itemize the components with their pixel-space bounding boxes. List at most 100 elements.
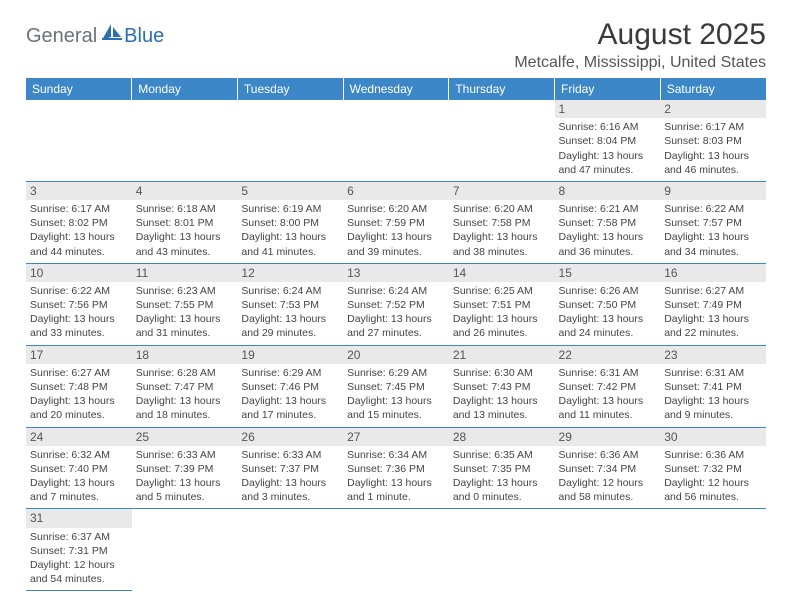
day-number: 11 [132, 264, 238, 282]
sunrise-text: Sunrise: 6:30 AM [453, 366, 551, 380]
day1-text: Daylight: 13 hours [30, 230, 128, 244]
calendar-day-cell: 19Sunrise: 6:29 AMSunset: 7:46 PMDayligh… [237, 345, 343, 427]
day2-text: and 7 minutes. [30, 490, 128, 504]
day-number: 5 [237, 182, 343, 200]
day1-text: Daylight: 13 hours [241, 476, 339, 490]
sunrise-text: Sunrise: 6:22 AM [30, 284, 128, 298]
day1-text: Daylight: 12 hours [664, 476, 762, 490]
weekday-header: Thursday [449, 78, 555, 100]
calendar-day-cell: 6Sunrise: 6:20 AMSunset: 7:59 PMDaylight… [343, 181, 449, 263]
day2-text: and 43 minutes. [136, 245, 234, 259]
day-number: 13 [343, 264, 449, 282]
calendar-day-cell: 27Sunrise: 6:34 AMSunset: 7:36 PMDayligh… [343, 427, 449, 509]
sunrise-text: Sunrise: 6:36 AM [664, 448, 762, 462]
day2-text: and 44 minutes. [30, 245, 128, 259]
logo-text-general: General [26, 25, 97, 48]
calendar-day-cell: 3Sunrise: 6:17 AMSunset: 8:02 PMDaylight… [26, 181, 132, 263]
calendar-empty-cell [343, 509, 449, 591]
sunrise-text: Sunrise: 6:25 AM [453, 284, 551, 298]
sunrise-text: Sunrise: 6:37 AM [30, 530, 128, 544]
day-number: 9 [660, 182, 766, 200]
sunset-text: Sunset: 7:58 PM [453, 216, 551, 230]
sunset-text: Sunset: 7:41 PM [664, 380, 762, 394]
day1-text: Daylight: 13 hours [30, 394, 128, 408]
sunrise-text: Sunrise: 6:36 AM [559, 448, 657, 462]
sunset-text: Sunset: 7:36 PM [347, 462, 445, 476]
day2-text: and 24 minutes. [559, 326, 657, 340]
day1-text: Daylight: 13 hours [347, 476, 445, 490]
day2-text: and 27 minutes. [347, 326, 445, 340]
day-number: 1 [555, 100, 661, 118]
day1-text: Daylight: 13 hours [453, 230, 551, 244]
weekday-header: Monday [132, 78, 238, 100]
day1-text: Daylight: 13 hours [453, 476, 551, 490]
day1-text: Daylight: 13 hours [664, 149, 762, 163]
day2-text: and 36 minutes. [559, 245, 657, 259]
calendar-day-cell: 24Sunrise: 6:32 AMSunset: 7:40 PMDayligh… [26, 427, 132, 509]
sunset-text: Sunset: 7:57 PM [664, 216, 762, 230]
sunrise-text: Sunrise: 6:32 AM [30, 448, 128, 462]
calendar-empty-cell [26, 100, 132, 181]
calendar-day-cell: 29Sunrise: 6:36 AMSunset: 7:34 PMDayligh… [555, 427, 661, 509]
day-number: 19 [237, 346, 343, 364]
sunset-text: Sunset: 8:04 PM [559, 134, 657, 148]
sunrise-text: Sunrise: 6:33 AM [241, 448, 339, 462]
day2-text: and 56 minutes. [664, 490, 762, 504]
calendar-empty-cell [237, 509, 343, 591]
calendar-day-cell: 7 Sunrise: 6:20 AMSunset: 7:58 PMDaylight… [449, 181, 555, 263]
sunset-text: Sunset: 8:01 PM [136, 216, 234, 230]
day2-text: and 17 minutes. [241, 408, 339, 422]
sunset-text: Sunset: 7:59 PM [347, 216, 445, 230]
calendar-week-row: 17Sunrise: 6:27 AMSunset: 7:48 PMDayligh… [26, 345, 766, 427]
day-number: 30 [660, 428, 766, 446]
day-number: 15 [555, 264, 661, 282]
weekday-header: Friday [555, 78, 661, 100]
sunrise-text: Sunrise: 6:17 AM [30, 202, 128, 216]
calendar-day-cell: 30Sunrise: 6:36 AMSunset: 7:32 PMDayligh… [660, 427, 766, 509]
day1-text: Daylight: 13 hours [664, 230, 762, 244]
day2-text: and 33 minutes. [30, 326, 128, 340]
day1-text: Daylight: 13 hours [136, 230, 234, 244]
day-number: 20 [343, 346, 449, 364]
day2-text: and 11 minutes. [559, 408, 657, 422]
calendar-day-cell: 8Sunrise: 6:21 AMSunset: 7:58 PMDaylight… [555, 181, 661, 263]
sunset-text: Sunset: 7:34 PM [559, 462, 657, 476]
day1-text: Daylight: 13 hours [241, 230, 339, 244]
day-number: 31 [26, 509, 132, 527]
sunrise-text: Sunrise: 6:20 AM [347, 202, 445, 216]
day2-text: and 15 minutes. [347, 408, 445, 422]
sunrise-text: Sunrise: 6:34 AM [347, 448, 445, 462]
sunrise-text: Sunrise: 6:21 AM [559, 202, 657, 216]
sunrise-text: Sunrise: 6:35 AM [453, 448, 551, 462]
day2-text: and 20 minutes. [30, 408, 128, 422]
sunrise-text: Sunrise: 6:27 AM [664, 284, 762, 298]
title-block: August 2025 Metcalfe, Mississippi, Unite… [514, 18, 766, 72]
day-number: 4 [132, 182, 238, 200]
weekday-header-row: SundayMondayTuesdayWednesdayThursdayFrid… [26, 78, 766, 100]
calendar-empty-cell [449, 100, 555, 181]
calendar-empty-cell [132, 509, 238, 591]
day-number: 24 [26, 428, 132, 446]
day2-text: and 58 minutes. [559, 490, 657, 504]
sunset-text: Sunset: 7:50 PM [559, 298, 657, 312]
day-number: 7 [449, 182, 555, 200]
calendar-day-cell: 14Sunrise: 6:25 AMSunset: 7:51 PMDayligh… [449, 263, 555, 345]
sunrise-text: Sunrise: 6:20 AM [453, 202, 551, 216]
calendar-day-cell: 21Sunrise: 6:30 AMSunset: 7:43 PMDayligh… [449, 345, 555, 427]
sunrise-text: Sunrise: 6:31 AM [664, 366, 762, 380]
day2-text: and 18 minutes. [136, 408, 234, 422]
calendar-day-cell: 23Sunrise: 6:31 AMSunset: 7:41 PMDayligh… [660, 345, 766, 427]
sail-icon [102, 24, 122, 45]
calendar-week-row: 31Sunrise: 6:37 AMSunset: 7:31 PMDayligh… [26, 509, 766, 591]
day-number: 21 [449, 346, 555, 364]
day2-text: and 47 minutes. [559, 163, 657, 177]
calendar-day-cell: 31Sunrise: 6:37 AMSunset: 7:31 PMDayligh… [26, 509, 132, 591]
sunset-text: Sunset: 7:35 PM [453, 462, 551, 476]
weekday-header: Wednesday [343, 78, 449, 100]
calendar-day-cell: 26Sunrise: 6:33 AMSunset: 7:37 PMDayligh… [237, 427, 343, 509]
day-number: 8 [555, 182, 661, 200]
calendar-table: SundayMondayTuesdayWednesdayThursdayFrid… [26, 78, 766, 591]
calendar-body: 1Sunrise: 6:16 AMSunset: 8:04 PMDaylight… [26, 100, 766, 591]
sunset-text: Sunset: 7:47 PM [136, 380, 234, 394]
day2-text: and 5 minutes. [136, 490, 234, 504]
